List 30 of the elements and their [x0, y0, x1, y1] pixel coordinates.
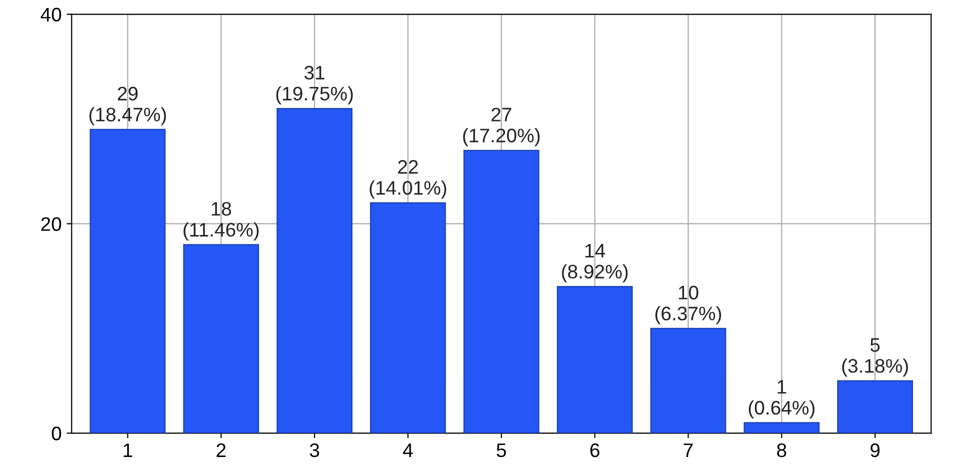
x-tick-label: 4 — [402, 444, 413, 457]
bar — [370, 202, 446, 434]
data-label: 18 (11.46%) — [184, 202, 259, 240]
bar — [463, 150, 540, 434]
bar — [90, 128, 166, 434]
data-label: 10 (6.37%) — [655, 286, 722, 324]
x-tick-label: 1 — [124, 444, 132, 457]
bar — [837, 380, 913, 434]
x-tick-label: 9 — [870, 443, 880, 458]
bar — [744, 422, 820, 434]
y-tick-label: 40 — [40, 8, 62, 22]
data-label: 5 (3.18%) — [842, 338, 908, 377]
bar — [183, 244, 260, 434]
x-tick-label: 6 — [590, 443, 600, 458]
data-label: 31 (19.75%) — [276, 66, 353, 104]
bar — [276, 108, 352, 434]
data-label: 1 (0.64%) — [748, 380, 814, 419]
x-tick-label: 7 — [684, 444, 693, 457]
x-tick-label: 2 — [216, 443, 226, 457]
x-tick-label: 3 — [310, 443, 320, 458]
data-label: 14 (8.92%) — [562, 244, 628, 282]
data-label: 29 (18.47%) — [89, 86, 166, 126]
bar — [650, 328, 726, 434]
bar — [556, 286, 633, 434]
y-tick-label: 0 — [52, 426, 62, 440]
data-label: 22 (14.01%) — [370, 160, 446, 199]
data-label: 27 (17.20%) — [463, 108, 540, 146]
x-tick-label: 8 — [777, 443, 786, 458]
x-tick-label: 5 — [496, 444, 506, 458]
y-tick-label: 20 — [41, 217, 62, 231]
